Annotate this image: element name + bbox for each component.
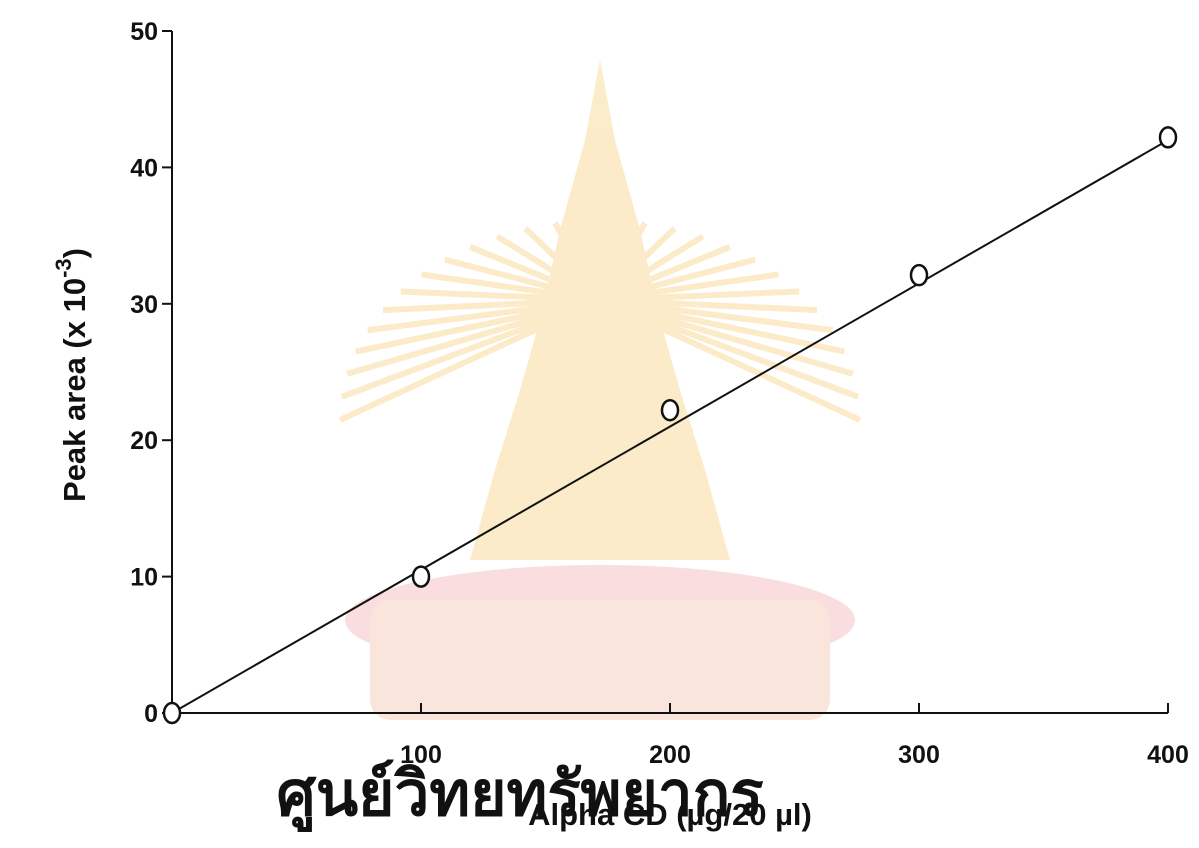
emblem-ray xyxy=(338,297,602,423)
emblem-ray xyxy=(599,297,854,377)
emblem-ray xyxy=(599,271,779,303)
emblem-ray xyxy=(599,297,845,355)
emblem-ray xyxy=(597,221,648,302)
y-tick-label: 30 xyxy=(130,291,158,319)
emblem-ray xyxy=(523,226,603,303)
y-tick-label: 20 xyxy=(130,427,158,455)
emblem-ray xyxy=(382,297,601,314)
emblem-ray xyxy=(495,233,602,303)
data-point xyxy=(1158,126,1178,149)
x-axis-label: Alpha CD (µg/20 µl) xyxy=(528,797,812,832)
data-points xyxy=(162,126,1178,725)
emblem-ray xyxy=(598,233,705,303)
emblem-ray xyxy=(421,271,601,303)
emblem-ray xyxy=(597,219,619,301)
emblem-ray xyxy=(599,297,818,314)
emblem-ray xyxy=(598,297,862,423)
emblem-ray xyxy=(552,221,603,302)
data-point xyxy=(162,701,182,725)
emblem-ray xyxy=(597,226,677,303)
svg-text:Peak area (x 10-3): Peak area (x 10-3) xyxy=(51,248,92,502)
x-tick-label: 200 xyxy=(649,741,691,769)
emblem-ray xyxy=(400,288,601,303)
emblem-ray xyxy=(599,297,833,334)
x-tick-label: 400 xyxy=(1147,741,1189,769)
y-tick-label: 40 xyxy=(130,154,158,182)
emblem-ray xyxy=(346,297,601,377)
data-point xyxy=(411,565,431,588)
y-axis-label-superscript: -3 xyxy=(51,258,76,278)
y-tick-label: 10 xyxy=(130,564,158,592)
data-point xyxy=(660,398,680,422)
emblem-ray xyxy=(340,297,602,400)
emblem-crown xyxy=(470,60,730,560)
y-axis-label-main: Peak area (x 10 xyxy=(57,278,92,502)
y-tick-label: 50 xyxy=(130,18,158,46)
emblem-ray xyxy=(355,297,601,355)
x-axis-ticks: 100 200 300 400 xyxy=(400,703,1189,769)
emblem-base xyxy=(345,565,855,675)
emblem-ray xyxy=(581,219,603,301)
fit-line xyxy=(171,139,1169,714)
x-tick-label: 100 xyxy=(400,741,442,769)
emblem-ray xyxy=(443,256,601,303)
emblem-ray xyxy=(599,256,757,303)
watermark-text: ศูนย์วิทยทรัพยากร xyxy=(276,757,763,832)
y-axis-ticks: 0 10 20 30 40 50 xyxy=(130,18,172,728)
emblem-ray xyxy=(367,297,601,334)
emblem-ray xyxy=(468,244,602,303)
emblem-rays xyxy=(338,219,862,423)
watermark-emblem xyxy=(338,60,862,720)
y-tick-label: 0 xyxy=(144,700,158,728)
emblem-ray xyxy=(598,297,860,400)
emblem-stand xyxy=(370,600,830,720)
data-point xyxy=(909,263,929,287)
emblem-ray xyxy=(598,244,732,303)
y-axis-label: Peak area (x 10-3) xyxy=(51,248,92,502)
emblem-ray xyxy=(599,288,800,303)
x-tick-label: 300 xyxy=(898,741,940,769)
y-axis-label-close: ) xyxy=(57,248,92,258)
